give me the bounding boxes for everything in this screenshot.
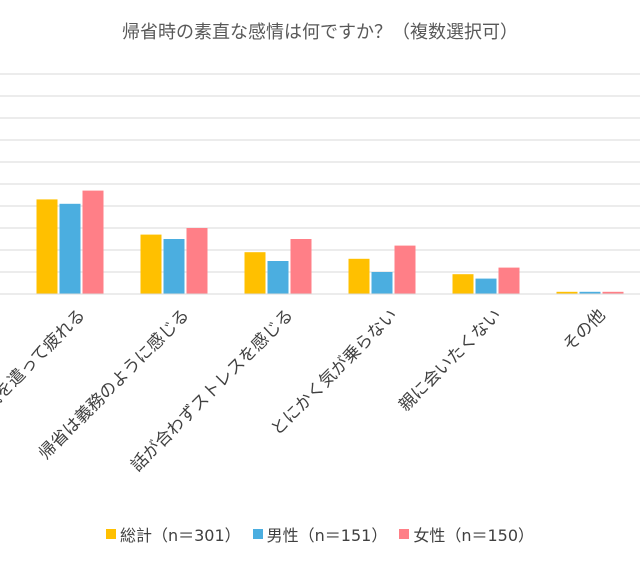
- bar: [475, 278, 497, 294]
- bar: [290, 239, 312, 294]
- chart-title: 帰省時の素直な感情は何ですか？（複数選択可）: [122, 22, 518, 43]
- bar: [602, 291, 624, 294]
- bar: [267, 261, 289, 294]
- bar: [186, 228, 208, 294]
- legend-swatch: [252, 529, 263, 539]
- bar: [579, 291, 601, 294]
- legend-swatch: [105, 529, 116, 539]
- bar: [394, 245, 416, 294]
- bar: [36, 199, 58, 294]
- x-tick-label: その他: [559, 305, 609, 355]
- bar: [59, 203, 81, 294]
- gridlines: [0, 73, 640, 273]
- bar-series: [36, 190, 624, 294]
- legend-label: 総計（n＝301）: [119, 526, 241, 545]
- legend-swatch: [399, 529, 410, 539]
- bar: [348, 258, 370, 294]
- x-tick-labels: 家族に会えてうれしい気を遣って疲れる帰省は義務のように感じる話が合わずストレスを…: [0, 305, 610, 475]
- bar: [82, 190, 104, 294]
- legend-item: 男性（n＝151）: [252, 522, 388, 546]
- bar: [452, 274, 474, 294]
- legend-label: 男性（n＝151）: [266, 526, 388, 545]
- legend-item: 総計（n＝301）: [105, 522, 241, 546]
- bar: [498, 267, 520, 294]
- bar: [371, 272, 393, 294]
- x-tick-label: 気を遣って疲れる: [0, 305, 90, 415]
- bar: [244, 252, 266, 294]
- legend: 総計（n＝301） 男性（n＝151） 女性（n＝150）: [0, 522, 640, 546]
- x-tick-label: 親に会いたくない: [395, 305, 505, 415]
- bar: [556, 291, 578, 294]
- legend-item: 女性（n＝150）: [399, 522, 534, 546]
- bar: [140, 234, 162, 294]
- legend-label: 女性（n＝150）: [413, 526, 535, 545]
- bar: [163, 239, 185, 294]
